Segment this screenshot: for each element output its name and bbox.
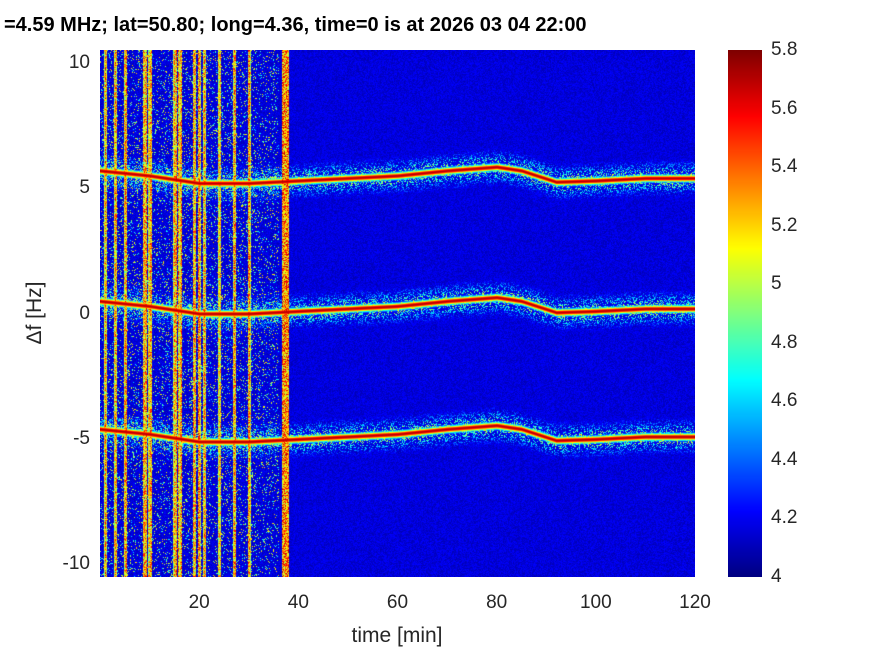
x-tick-label: 80 <box>486 592 508 613</box>
x-tick-label: 60 <box>386 592 409 613</box>
y-axis-label: Δf [Hz] <box>23 281 46 345</box>
colorbar-tick-label: 5.6 <box>771 97 798 119</box>
colorbar-tick-label: 4 <box>771 566 782 587</box>
colorbar-tick-label: 5.2 <box>771 214 798 236</box>
y-tick-label: -10 <box>62 553 90 575</box>
colorbar-tick-label: 5.4 <box>771 156 798 178</box>
colorbar-tick-label: 4.8 <box>771 331 798 353</box>
x-tick-label: 20 <box>188 592 210 613</box>
colorbar <box>728 50 762 577</box>
x-tick-label: 120 <box>679 592 711 613</box>
y-tick-label: 0 <box>79 302 90 324</box>
x-tick-label: 40 <box>287 592 309 613</box>
chart-title: =4.59 MHz; lat=50.80; long=4.36, time=0 … <box>4 14 587 36</box>
colorbar-tick-label: 4.6 <box>771 390 798 412</box>
spectrogram-heatmap <box>100 50 695 577</box>
colorbar-tick-label: 5.8 <box>771 39 798 60</box>
x-tick-label: 100 <box>579 592 612 613</box>
colorbar-tick-label: 4.4 <box>771 448 798 470</box>
y-tick-label: -5 <box>73 427 90 449</box>
colorbar-tick-label: 5 <box>771 273 782 295</box>
y-tick-label: 5 <box>79 177 90 199</box>
y-tick-label: 10 <box>68 51 90 73</box>
x-axis-label: time [min] <box>351 624 443 647</box>
colorbar-tick-label: 4.2 <box>771 507 798 529</box>
